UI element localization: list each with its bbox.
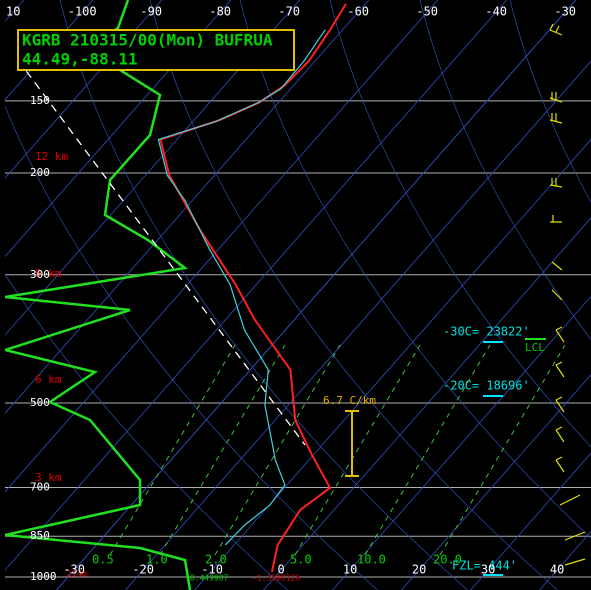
- dewpoint-line: [157, 29, 326, 546]
- fzl-label: FZL= 444': [452, 559, 517, 573]
- height-label: 3 km: [35, 471, 62, 484]
- bottom-tick-label: -10: [201, 563, 223, 577]
- pressure-label: 300: [30, 268, 50, 281]
- pressure-label: 700: [30, 480, 50, 493]
- top-tick-label: -70: [278, 5, 300, 19]
- mixing-ratio-label: 5.0: [290, 553, 312, 567]
- isotherm: [56, 0, 577, 590]
- height-label: 9 km: [35, 267, 62, 280]
- surface-temperature: -1.3500126: [252, 574, 300, 583]
- level-annotation: -30C= 23822': [443, 325, 530, 339]
- bottom-tick-label: 20: [412, 563, 426, 577]
- isotherm: [332, 295, 591, 590]
- title: KGRB 210315/00(Mon) BUFRUA: [22, 31, 273, 50]
- top-tick-label: -30: [554, 5, 576, 19]
- dry-adiabat: [5, 105, 378, 590]
- top-tick-label: -80: [209, 5, 231, 19]
- isotherm: [539, 530, 591, 590]
- mixing-ratio-label: 1.0: [146, 553, 168, 567]
- surface-dewpoint: -8.449987: [185, 574, 229, 583]
- isotherm: [194, 138, 591, 590]
- mixing-ratio-lines: [109, 344, 566, 556]
- isotherm: [5, 0, 301, 336]
- height-label: 6 km: [35, 373, 62, 386]
- top-tick-label: -100: [68, 5, 97, 19]
- subtitle: 44.49,-88.11: [22, 50, 138, 69]
- top-tick-label: -50: [416, 5, 438, 19]
- green-profile: [5, 0, 192, 590]
- lcl-label: LCL: [525, 341, 545, 354]
- bottom-tick-label: 40: [550, 563, 564, 577]
- top-tick-label: -60: [347, 5, 369, 19]
- bottom-tick-label: 30: [481, 563, 495, 577]
- isotherm: [5, 0, 163, 179]
- bottom-tick-label: -30: [63, 563, 85, 577]
- parcel-line: [17, 59, 306, 446]
- title-box: [17, 29, 295, 71]
- top-tick-label: 10: [6, 5, 20, 19]
- mixing-ratio-label: 10.0: [357, 553, 386, 567]
- dry-adiabat: [509, 0, 591, 203]
- isotherm: [5, 0, 439, 493]
- bottom-tick-label: 0: [278, 563, 285, 577]
- pressure-label: 1000: [30, 570, 57, 583]
- pressure-label: 150: [30, 94, 50, 107]
- lapse-rate: 6.7 C/km: [323, 394, 376, 407]
- temperature-line: [159, 3, 347, 573]
- wind-barbs: [549, 23, 586, 566]
- top-tick-label: -40: [485, 5, 507, 19]
- dry-adiabat: [59, 0, 468, 590]
- dry-adiabat: [239, 0, 591, 539]
- mixing-ratio-label: 0.5: [92, 553, 114, 567]
- isotherm: [470, 452, 591, 590]
- bottom-tick-label: -20: [132, 563, 154, 577]
- level-annotation: -20C= 18696': [443, 379, 530, 393]
- dry-adiabat: [149, 0, 558, 590]
- pressure-label: 200: [30, 166, 50, 179]
- isotherm: [5, 0, 370, 414]
- isotherm: [263, 217, 591, 590]
- isotherm: [5, 0, 232, 258]
- mixing-ratio-label: 20.0: [433, 553, 462, 567]
- surface-height: 214m: [66, 570, 88, 580]
- mixing-ratio-label: 2.0: [205, 553, 227, 567]
- pressure-label: 500: [30, 396, 50, 409]
- isotherm: [401, 374, 591, 590]
- isotherm: [125, 60, 591, 590]
- top-tick-label: -90: [140, 5, 162, 19]
- isotherm: [5, 0, 508, 571]
- dry-adiabat: [419, 0, 591, 341]
- pressure-label: 850: [30, 529, 50, 542]
- dry-adiabat: [5, 273, 288, 590]
- isotherm: [5, 0, 94, 101]
- height-label: 12 km: [35, 150, 68, 163]
- bottom-tick-label: 10: [343, 563, 357, 577]
- dry-adiabat: [329, 0, 591, 448]
